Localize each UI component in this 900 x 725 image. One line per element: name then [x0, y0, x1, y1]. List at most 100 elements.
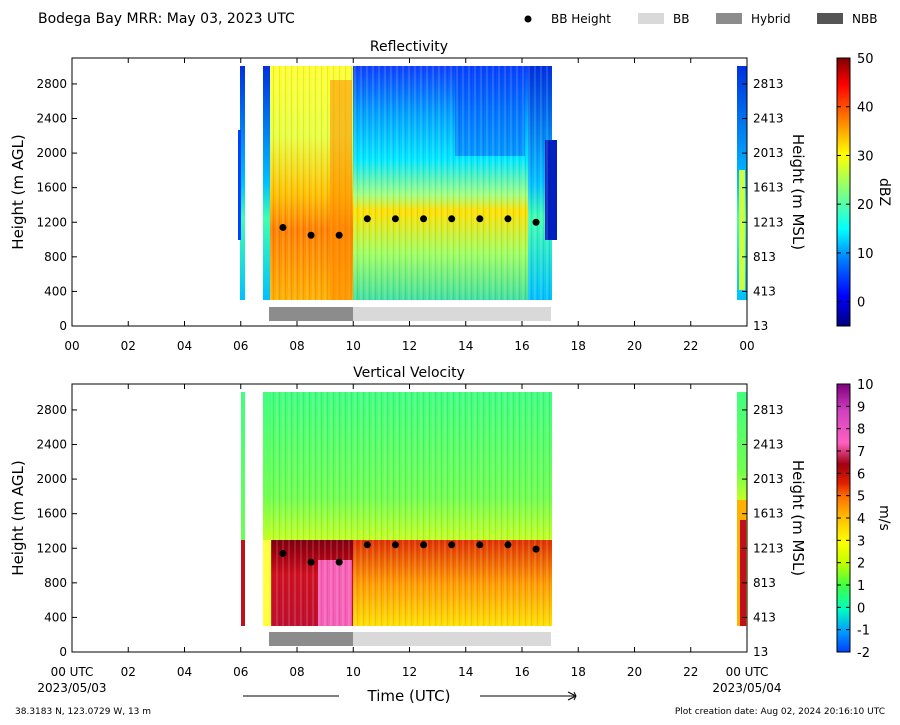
- bb-height-point: [476, 215, 484, 223]
- bb-type-hybrid-segment: [269, 632, 353, 646]
- reflectivity-field: [238, 66, 747, 300]
- y-tick-label-right: 13: [753, 645, 768, 659]
- x-tick-label: 18: [571, 339, 586, 353]
- colorbar-tick-label: -2: [857, 646, 870, 661]
- bb-type-bb-segment: [353, 632, 551, 646]
- reflectivity-title: Reflectivity: [370, 39, 448, 55]
- x-tick-label: 20: [627, 665, 642, 679]
- x-start-tick: 00 UTC: [51, 665, 94, 679]
- y-tick-label-right: 2813: [753, 403, 784, 417]
- bb-height-point: [476, 541, 484, 549]
- x-tick-label: 18: [571, 665, 586, 679]
- velocity-colorbar-label: m/s: [876, 505, 892, 531]
- x-tick-label: 08: [289, 339, 304, 353]
- y-tick-label-right: 2013: [753, 472, 784, 486]
- page-title: Bodega Bay MRR: May 03, 2023 UTC: [38, 11, 295, 27]
- x-tick-label: 02: [121, 339, 136, 353]
- x-tick-label: 12: [402, 665, 417, 679]
- y-tick-label-right: 413: [753, 610, 776, 624]
- reflectivity-y-ticks: 0 13 400 413 800 813 1200 1213 1600 1613 2000 2013 2…: [36, 77, 783, 333]
- bb-type-hybrid-segment: [269, 307, 353, 321]
- bb-height-point: [504, 541, 512, 549]
- velocity-x-ticks: 02 04 06 08 10 12 14 16 18 20 22: [71, 384, 748, 679]
- bb-height-point: [532, 218, 540, 226]
- y-tick-label-right: 813: [753, 250, 776, 264]
- velocity-y-ticks: 0 13 400 413 800 813 1200 1213 1600 1613 2000 2013 2…: [36, 403, 783, 659]
- bb-height-point: [448, 215, 456, 223]
- legend-bb-height-label: BB Height: [551, 12, 611, 26]
- y-tick-label-right: 413: [753, 284, 776, 298]
- y-tick-label: 1200: [36, 541, 67, 555]
- y-tick-label-right: 2413: [753, 112, 784, 126]
- y-tick-label-right: 2013: [753, 146, 784, 160]
- reflectivity-x-ticks: 00 02 04 06 08 10 12 14 16 18 20 22 00: [64, 58, 755, 353]
- y-tick-label-right: 813: [753, 576, 776, 590]
- reflectivity-ylabel-right: Height (m MSL): [789, 134, 807, 250]
- reflectivity-colorbar: [836, 57, 851, 327]
- legend-nbb-swatch: [817, 13, 843, 24]
- bb-height-point: [279, 549, 287, 557]
- y-tick-label: 1600: [36, 181, 67, 195]
- x-end-date: 2023/05/04: [712, 681, 781, 695]
- colorbar-tick-label: 40: [857, 101, 874, 116]
- bb-height-point: [335, 231, 343, 239]
- x-tick-label: 14: [458, 665, 473, 679]
- legend-hybrid-label: Hybrid: [751, 12, 791, 26]
- bb-height-point: [532, 545, 540, 553]
- y-tick-label: 2000: [36, 146, 67, 160]
- x-tick-label: 04: [177, 665, 192, 679]
- y-tick-label: 1200: [36, 215, 67, 229]
- colorbar-tick-label: 0: [857, 601, 865, 616]
- legend-bb-label: BB: [673, 12, 689, 26]
- x-tick-label: 00: [739, 339, 754, 353]
- x-tick-label: 16: [514, 339, 529, 353]
- reflectivity-colorbar-ticks: 0 10 20 30 40 50: [837, 52, 874, 311]
- reflectivity-colorbar-label: dBZ: [876, 178, 892, 206]
- velocity-bb-type-bar: [269, 632, 551, 646]
- creation-date-text: Plot creation date: Aug 02, 2024 20:16:1…: [675, 707, 885, 717]
- legend-hybrid-swatch: [716, 13, 742, 24]
- x-tick-label: 16: [514, 665, 529, 679]
- bb-height-point: [363, 541, 371, 549]
- colorbar-tick-label: 3: [857, 534, 865, 549]
- velocity-ylabel-right: Height (m MSL): [789, 460, 807, 576]
- y-tick-label-right: 1613: [753, 181, 784, 195]
- x-tick-label: 04: [177, 339, 192, 353]
- bb-height-point: [391, 215, 399, 223]
- y-tick-label: 2800: [36, 403, 67, 417]
- bb-height-point: [504, 215, 512, 223]
- y-tick-label: 2400: [36, 112, 67, 126]
- colorbar-tick-label: 10: [857, 378, 874, 393]
- x-axis-label: Time (UTC): [367, 687, 451, 705]
- x-tick-label: 20: [627, 339, 642, 353]
- colorbar-tick-label: 50: [857, 52, 874, 67]
- y-tick-label: 1600: [36, 507, 67, 521]
- header-legend: BB Height BB Hybrid NBB: [524, 12, 877, 26]
- colorbar-tick-label: 7: [857, 445, 865, 460]
- x-tick-label: 12: [402, 339, 417, 353]
- time-axis-arrow: [243, 691, 577, 701]
- reflectivity-bb-height-points: [279, 215, 540, 239]
- y-tick-label: 800: [44, 576, 67, 590]
- y-tick-label: 2800: [36, 77, 67, 91]
- colorbar-tick-label: 30: [857, 149, 874, 164]
- velocity-title: Vertical Velocity: [353, 365, 465, 381]
- x-tick-label: 22: [683, 665, 698, 679]
- bb-height-legend-dot: [524, 15, 532, 23]
- y-tick-label: 400: [44, 610, 67, 624]
- location-text: 38.3183 N, 123.0729 W, 13 m: [15, 707, 151, 717]
- x-tick-label: 14: [458, 339, 473, 353]
- colorbar-tick-label: 0: [857, 296, 865, 311]
- y-tick-label-right: 1213: [753, 541, 784, 555]
- y-tick-label: 0: [59, 645, 67, 659]
- colorbar-tick-label: 9: [857, 400, 865, 415]
- colorbar-tick-label: 10: [857, 247, 874, 262]
- bb-height-point: [420, 215, 428, 223]
- colorbar-tick-label: 6: [857, 467, 865, 482]
- x-end-tick: 00 UTC: [726, 665, 769, 679]
- x-tick-label: 02: [121, 665, 136, 679]
- y-tick-label-right: 2813: [753, 77, 784, 91]
- x-tick-label: 10: [346, 665, 361, 679]
- velocity-ylabel: Height (m AGL): [9, 460, 27, 575]
- y-tick-label-right: 1613: [753, 507, 784, 521]
